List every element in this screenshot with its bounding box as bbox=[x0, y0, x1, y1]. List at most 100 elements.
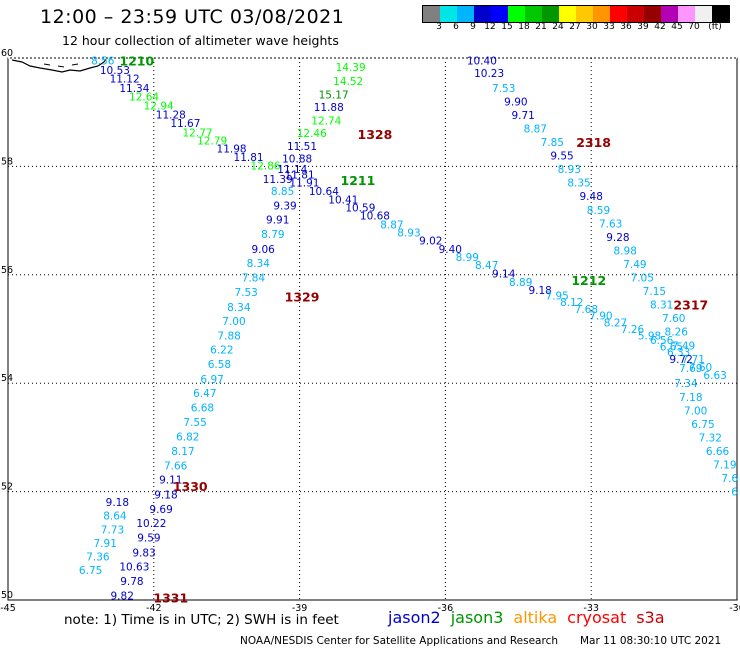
wave-height-value: 8.98 bbox=[614, 245, 637, 257]
wave-height-value: 12.74 bbox=[311, 115, 341, 127]
wave-height-value: 9.02 bbox=[419, 236, 442, 248]
lon-tick-label: -42 bbox=[146, 603, 162, 614]
wave-height-value: 11.12 bbox=[110, 74, 140, 86]
wave-height-value: 10.22 bbox=[136, 518, 166, 530]
wave-height-value: 7.73 bbox=[101, 525, 124, 537]
wave-height-value: 8.87 bbox=[380, 219, 403, 231]
wave-height-value: 9.55 bbox=[550, 151, 573, 163]
wave-height-value: 6 bbox=[731, 487, 738, 499]
wave-height-value: 7.55 bbox=[183, 417, 206, 429]
wave-height-value: 14.52 bbox=[333, 76, 363, 88]
lon-tick-label: -33 bbox=[583, 603, 599, 614]
color-scale-label: 21 bbox=[535, 22, 547, 32]
wave-height-value: 8.34 bbox=[227, 302, 251, 314]
wave-height-value: 11.51 bbox=[287, 141, 317, 153]
wave-height-value: 7.53 bbox=[492, 83, 515, 95]
color-scale-label: 39 bbox=[637, 22, 649, 32]
wave-height-value: 7.6 bbox=[721, 473, 738, 485]
wave-height-value: 12.86 bbox=[251, 160, 281, 172]
wave-height-value: 9.59 bbox=[137, 533, 160, 545]
color-swatch bbox=[508, 6, 525, 22]
wave-height-value: 11.28 bbox=[156, 109, 186, 121]
wave-height-value: 7.68 bbox=[575, 304, 598, 316]
lon-tick-label: -30 bbox=[729, 603, 740, 614]
pass-time-label: 1328 bbox=[358, 127, 393, 142]
lat-tick-label: 52 bbox=[1, 482, 13, 493]
lat-tick-label: 54 bbox=[1, 373, 13, 384]
wave-height-value: 7.00 bbox=[684, 405, 707, 417]
wave-height-value: 12.46 bbox=[297, 128, 327, 140]
wave-height-value: 11.67 bbox=[170, 118, 200, 130]
color-swatch bbox=[440, 6, 457, 22]
lat-tick-label: 56 bbox=[1, 265, 13, 276]
map-subtitle: 12 hour collection of altimeter wave hei… bbox=[62, 33, 339, 48]
wave-height-value: 6.75 bbox=[691, 419, 714, 431]
wave-height-value: 7.05 bbox=[631, 273, 654, 285]
wave-height-value: 7.60 bbox=[689, 362, 712, 374]
wave-height-value: 8.64 bbox=[103, 510, 127, 522]
wave-height-value: 10.40 bbox=[467, 56, 497, 68]
wave-height-value: 7.90 bbox=[589, 310, 612, 322]
wave-height-value: 8.89 bbox=[509, 277, 532, 289]
wave-height-value: 10.59 bbox=[345, 203, 375, 215]
wave-height-value: 7.71 bbox=[682, 354, 705, 366]
lon-tick-label: -36 bbox=[438, 603, 454, 614]
wave-height-value: 7.00 bbox=[222, 316, 245, 328]
wave-height-value: 12.77 bbox=[183, 127, 213, 139]
wave-height-value: 7.34 bbox=[674, 378, 698, 390]
lat-tick-label: 50 bbox=[1, 590, 13, 601]
wave-height-value: 6.22 bbox=[210, 345, 233, 357]
color-scale-label: 33 bbox=[603, 22, 615, 32]
pass-time-label: 1329 bbox=[285, 289, 320, 304]
wave-height-value: 7.18 bbox=[679, 392, 702, 404]
wave-height-value: 8.47 bbox=[475, 260, 498, 272]
wave-height-value: 11.81 bbox=[234, 152, 264, 164]
color-swatch bbox=[542, 6, 559, 22]
wave-height-value: 7.95 bbox=[545, 290, 568, 302]
wave-height-value: 9.78 bbox=[120, 576, 143, 588]
color-scale-labels: 3 6 9 12 15 18 21 24 27 30 33 36 39 42 45 70 (ft) bbox=[422, 22, 740, 36]
color-scale-label: 42 bbox=[654, 22, 666, 32]
color-scale-label: 27 bbox=[569, 22, 581, 32]
color-swatch bbox=[593, 6, 610, 22]
color-scale-label: 6 bbox=[453, 22, 459, 32]
pass-time-label: 1330 bbox=[173, 479, 208, 494]
wave-height-value: 6.33 bbox=[667, 347, 690, 359]
wave-height-value: 10.53 bbox=[100, 65, 130, 77]
satellite-legend-item: jason2 bbox=[388, 608, 441, 627]
coastline bbox=[11, 58, 107, 73]
wave-height-value: 9.18 bbox=[106, 497, 129, 509]
satellite-legend-item: altika bbox=[513, 608, 558, 627]
wave-height-value: 11.14 bbox=[277, 164, 307, 176]
color-scale-label: 45 bbox=[671, 22, 683, 32]
footnote: note: 1) Time is in UTC; 2) SWH is in fe… bbox=[64, 612, 339, 628]
color-scale-bar bbox=[422, 5, 730, 23]
color-swatch bbox=[712, 6, 729, 22]
wave-height-value: 7.60 bbox=[662, 313, 685, 325]
wave-height-value: 7.49 bbox=[623, 259, 646, 271]
wave-height-value: 6.66 bbox=[706, 446, 730, 458]
color-swatch bbox=[661, 6, 678, 22]
wave-height-value: 8.93 bbox=[397, 228, 420, 240]
wave-height-value: 7.32 bbox=[699, 432, 722, 444]
color-swatch bbox=[457, 6, 474, 22]
wave-height-value: 8.35 bbox=[567, 178, 590, 190]
wave-height-value: 7.49 bbox=[672, 340, 695, 352]
wave-height-value: 8.12 bbox=[560, 297, 583, 309]
color-swatch bbox=[576, 6, 593, 22]
wave-height-value: 9.39 bbox=[273, 200, 296, 212]
lon-tick-label: -45 bbox=[0, 603, 16, 614]
wave-height-value: 11.98 bbox=[217, 144, 247, 156]
wave-height-value: 9.06 bbox=[251, 244, 275, 256]
wave-height-value: 10.23 bbox=[474, 68, 504, 80]
pass-time-label: 1211 bbox=[341, 173, 376, 188]
wave-height-value: 10.88 bbox=[282, 153, 312, 165]
wave-height-value: 8.17 bbox=[171, 446, 194, 458]
color-swatch bbox=[627, 6, 644, 22]
wave-height-value: 9.18 bbox=[154, 489, 177, 501]
color-scale-label: 3 bbox=[436, 22, 442, 32]
credit-timestamp: Mar 11 08:30:10 UTC 2021 bbox=[580, 635, 722, 647]
wave-height-value: 8.31 bbox=[650, 300, 673, 312]
color-swatch bbox=[423, 6, 440, 22]
